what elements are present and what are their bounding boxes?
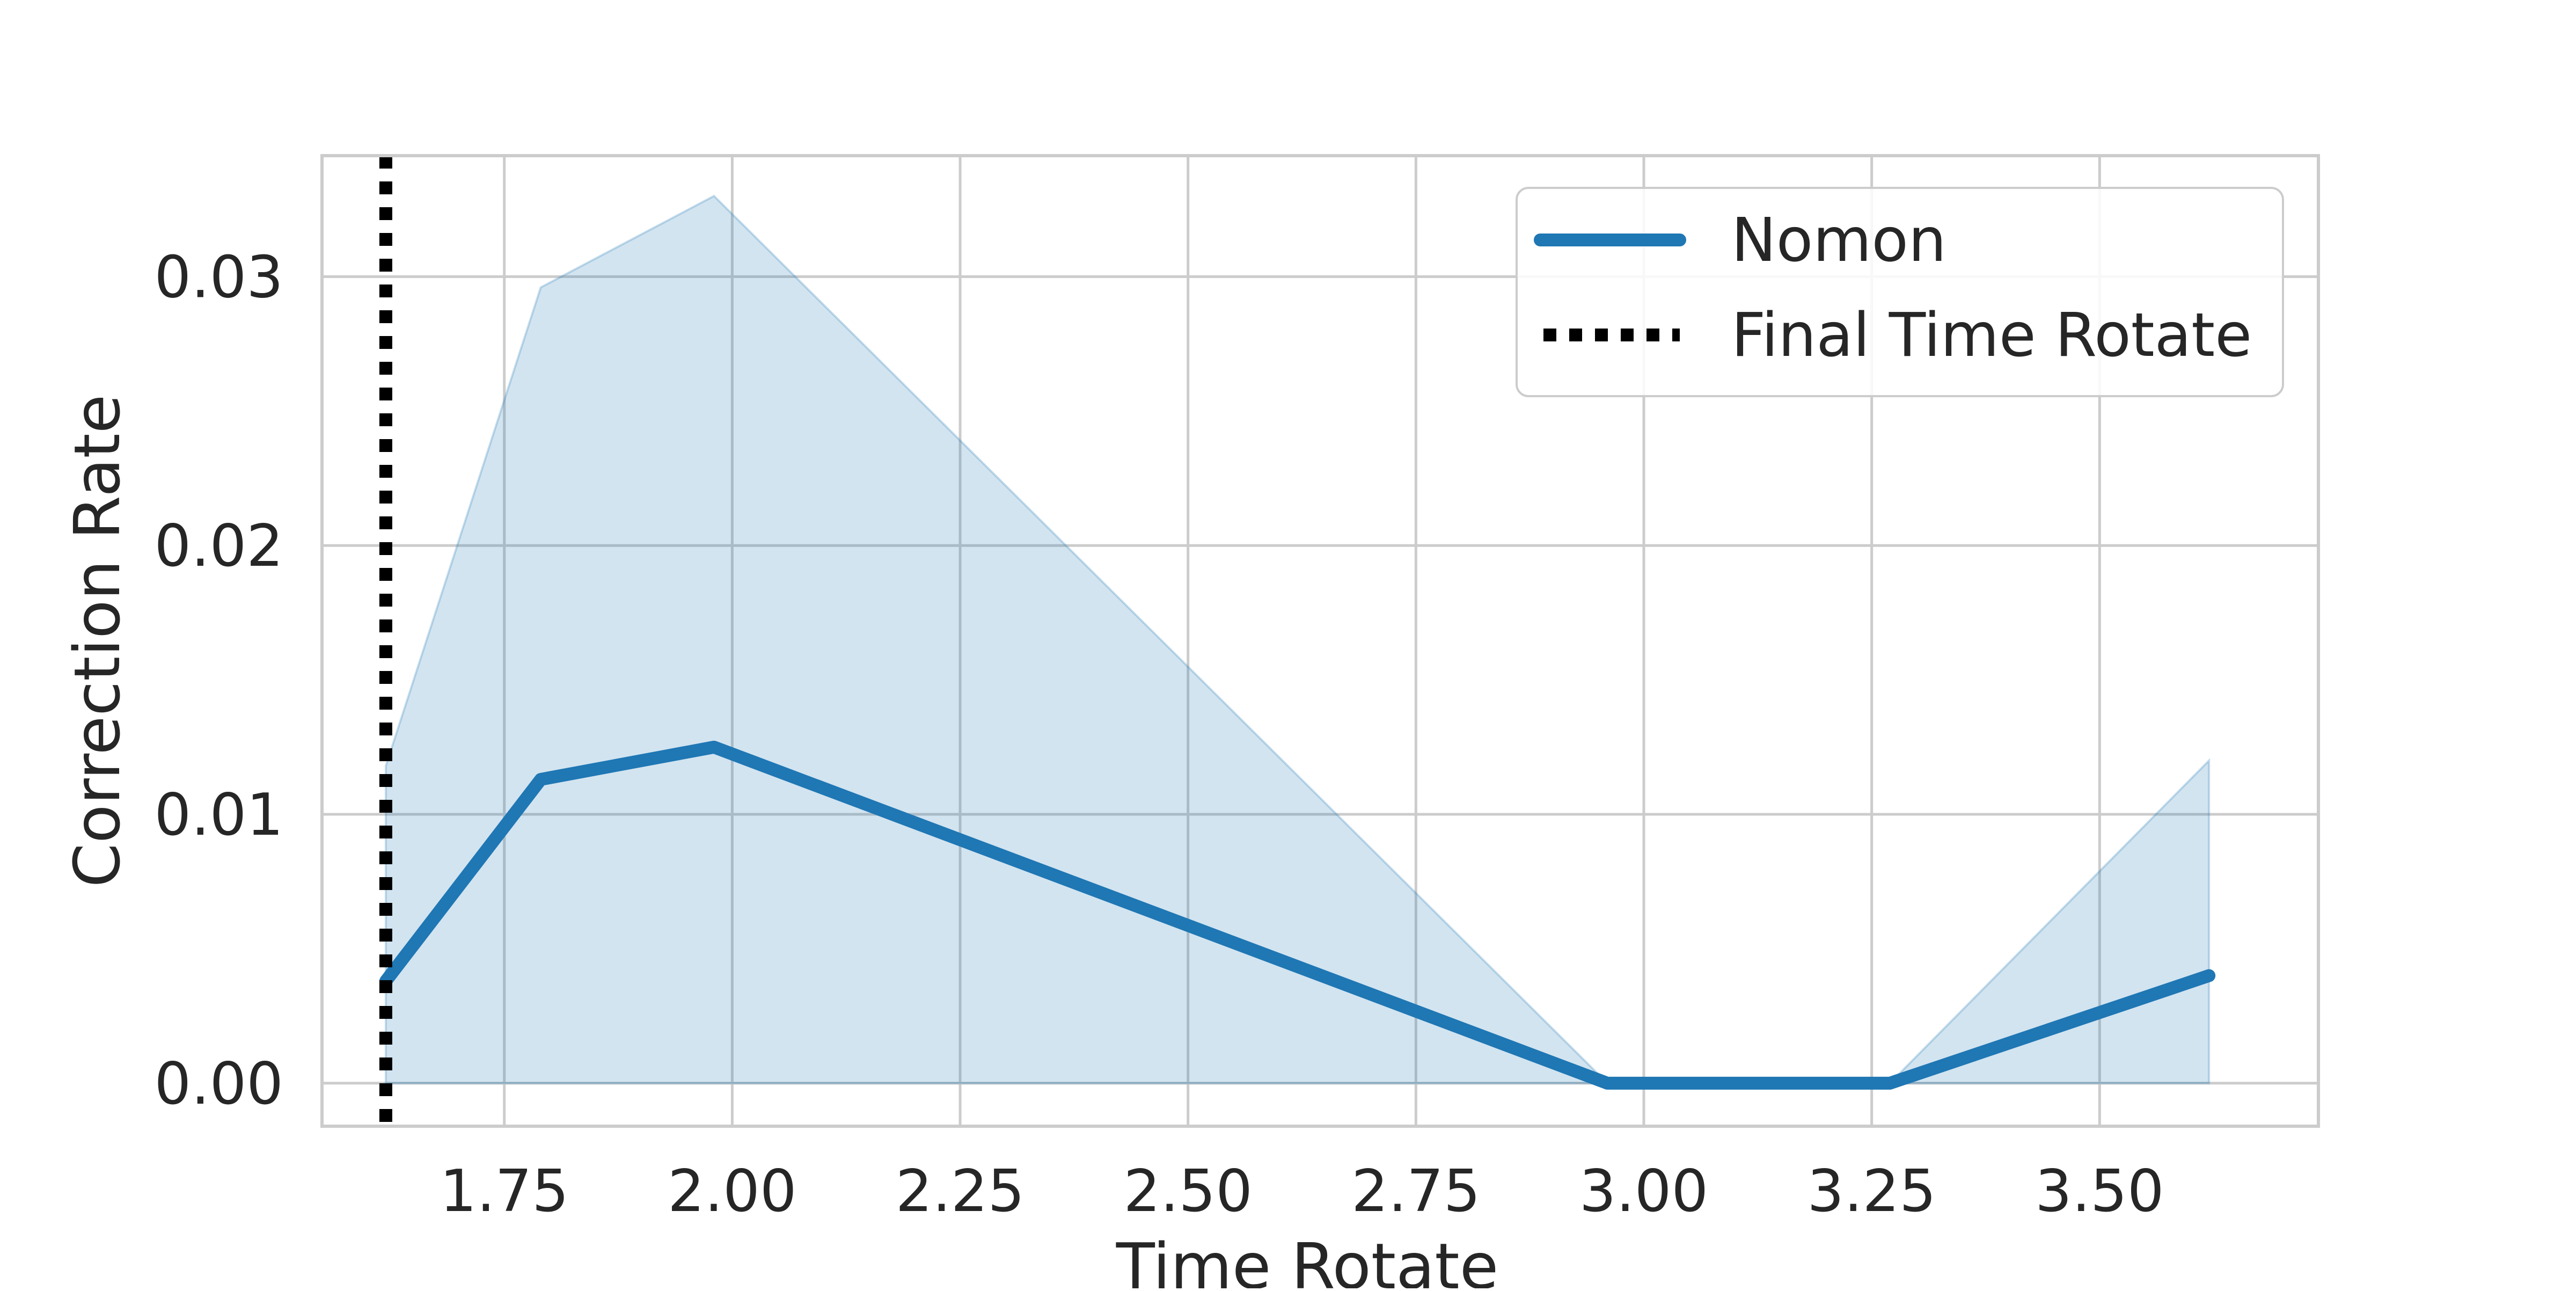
x-tick-label: 2.50 (1123, 1158, 1252, 1225)
legend-label-nomon: Nomon (1731, 206, 1946, 275)
data-point-nomon (2208, 975, 2209, 976)
x-tick-label: 3.00 (1579, 1158, 1708, 1225)
x-tick-label: 2.75 (1351, 1158, 1480, 1225)
x-tick-label: 2.00 (668, 1158, 796, 1225)
x-axis-label: Time Rotate (1116, 1229, 1499, 1288)
data-point-nomon (1607, 1083, 1608, 1084)
data-point-nomon (713, 747, 714, 748)
series-line-nomon (379, 740, 2216, 1090)
x-tick-label: 1.75 (440, 1158, 568, 1225)
confidence-band-nomon (384, 194, 2211, 1084)
y-tick-labels: 0.00 0.01 0.02 0.03 (155, 244, 283, 1117)
confidence-band-group (384, 194, 2211, 1084)
x-tick-label: 3.50 (2035, 1158, 2164, 1225)
x-tick-label: 3.25 (1807, 1158, 1936, 1225)
x-tick-label: 2.25 (896, 1158, 1024, 1225)
plot-frame (320, 154, 2320, 1128)
legend-box (1516, 187, 2284, 397)
y-tick-label: 0.02 (155, 513, 283, 580)
series-lines (379, 156, 2216, 1126)
y-axis-label: Correction Rate (60, 395, 134, 888)
x-tick-labels: 1.75 2.00 2.25 2.50 2.75 3.00 3.25 3.50 (440, 1158, 2164, 1225)
legend: Nomon Final Time Rotate (1516, 187, 2284, 397)
y-tick-label: 0.01 (155, 782, 283, 849)
y-tick-label: 0.00 (155, 1051, 283, 1118)
legend-label-final-time-rotate: Final Time Rotate (1731, 301, 2252, 370)
y-tick-label: 0.03 (155, 244, 283, 311)
data-point-nomon (540, 779, 541, 780)
data-point-nomon (1890, 1083, 1891, 1084)
